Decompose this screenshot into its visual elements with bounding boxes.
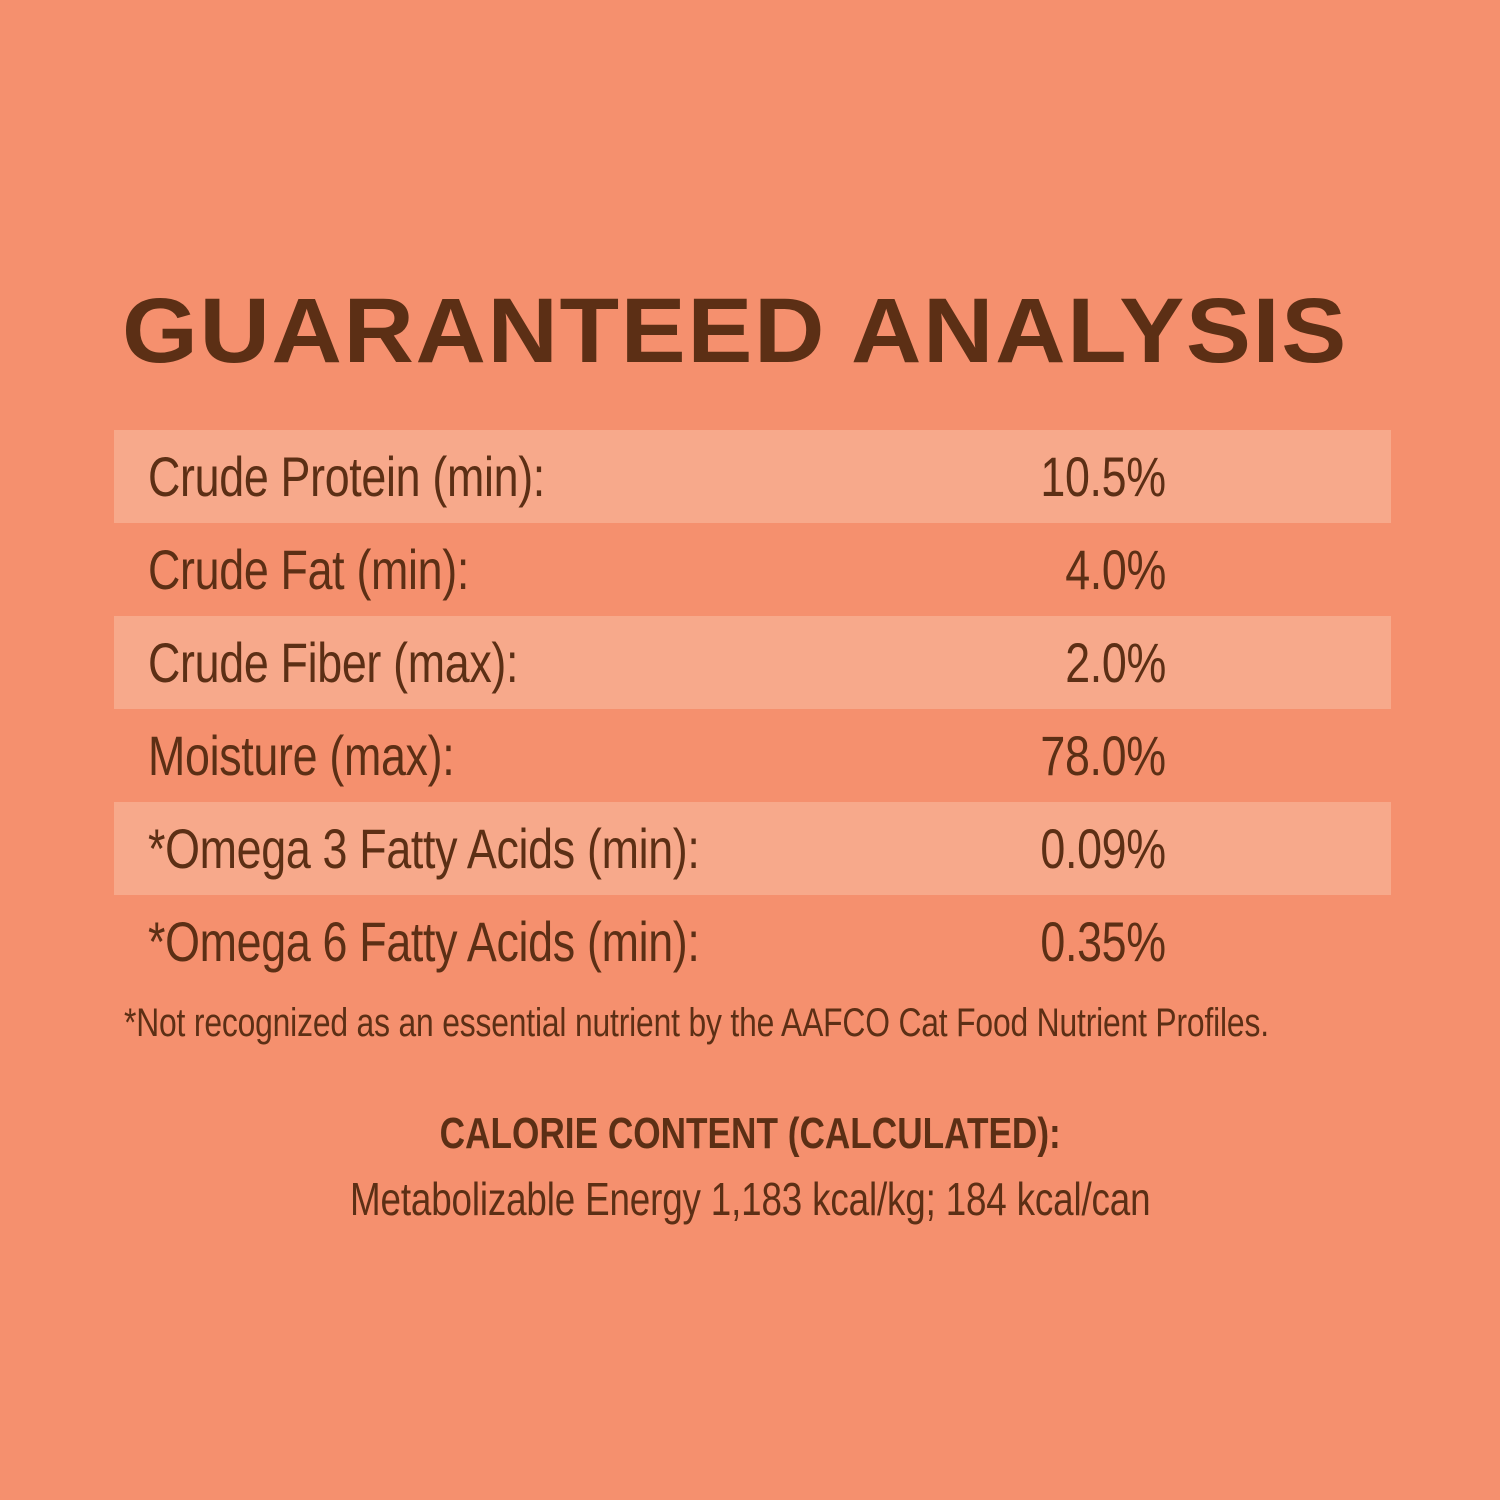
nutrient-value: 78.0%: [1040, 723, 1167, 787]
calorie-content-block: CALORIE CONTENT (CALCULATED): Metaboliza…: [0, 1108, 1500, 1226]
calorie-content-heading: CALORIE CONTENT (CALCULATED):: [439, 1109, 1061, 1158]
table-row: Crude Fiber (max): 2.0%: [114, 616, 1391, 709]
nutrient-label: Crude Fiber (max):: [148, 630, 519, 694]
table-row: *Omega 3 Fatty Acids (min): 0.09%: [114, 802, 1391, 895]
nutrient-value: 0.09%: [1040, 816, 1167, 880]
guaranteed-analysis-table: Crude Protein (min): 10.5% Crude Fat (mi…: [114, 430, 1391, 988]
page-title: GUARANTEED ANALYSIS: [122, 280, 1348, 382]
table-row: *Omega 6 Fatty Acids (min): 0.35%: [114, 895, 1391, 988]
calorie-heading-wrap: CALORIE CONTENT (CALCULATED):: [0, 1108, 1500, 1160]
nutrient-label: Crude Protein (min):: [148, 444, 545, 508]
nutrient-value: 0.35%: [1040, 909, 1167, 973]
table-row: Moisture (max): 78.0%: [114, 709, 1391, 802]
nutrient-label: Moisture (max):: [148, 723, 455, 787]
table-row: Crude Protein (min): 10.5%: [114, 430, 1391, 523]
metabolizable-energy-text: Metabolizable Energy 1,183 kcal/kg; 184 …: [349, 1173, 1151, 1225]
nutrient-label: Crude Fat (min):: [148, 537, 469, 601]
table-row: Crude Fat (min): 4.0%: [114, 523, 1391, 616]
calorie-detail-wrap: Metabolizable Energy 1,183 kcal/kg; 184 …: [0, 1172, 1500, 1226]
nutrient-value: 10.5%: [1040, 444, 1167, 508]
nutrient-value: 2.0%: [1065, 630, 1166, 694]
nutrient-label: *Omega 3 Fatty Acids (min):: [148, 816, 700, 880]
nutrient-label: *Omega 6 Fatty Acids (min):: [148, 909, 700, 973]
aafco-footnote: *Not recognized as an essential nutrient…: [124, 1001, 1269, 1045]
nutrient-value: 4.0%: [1065, 537, 1166, 601]
